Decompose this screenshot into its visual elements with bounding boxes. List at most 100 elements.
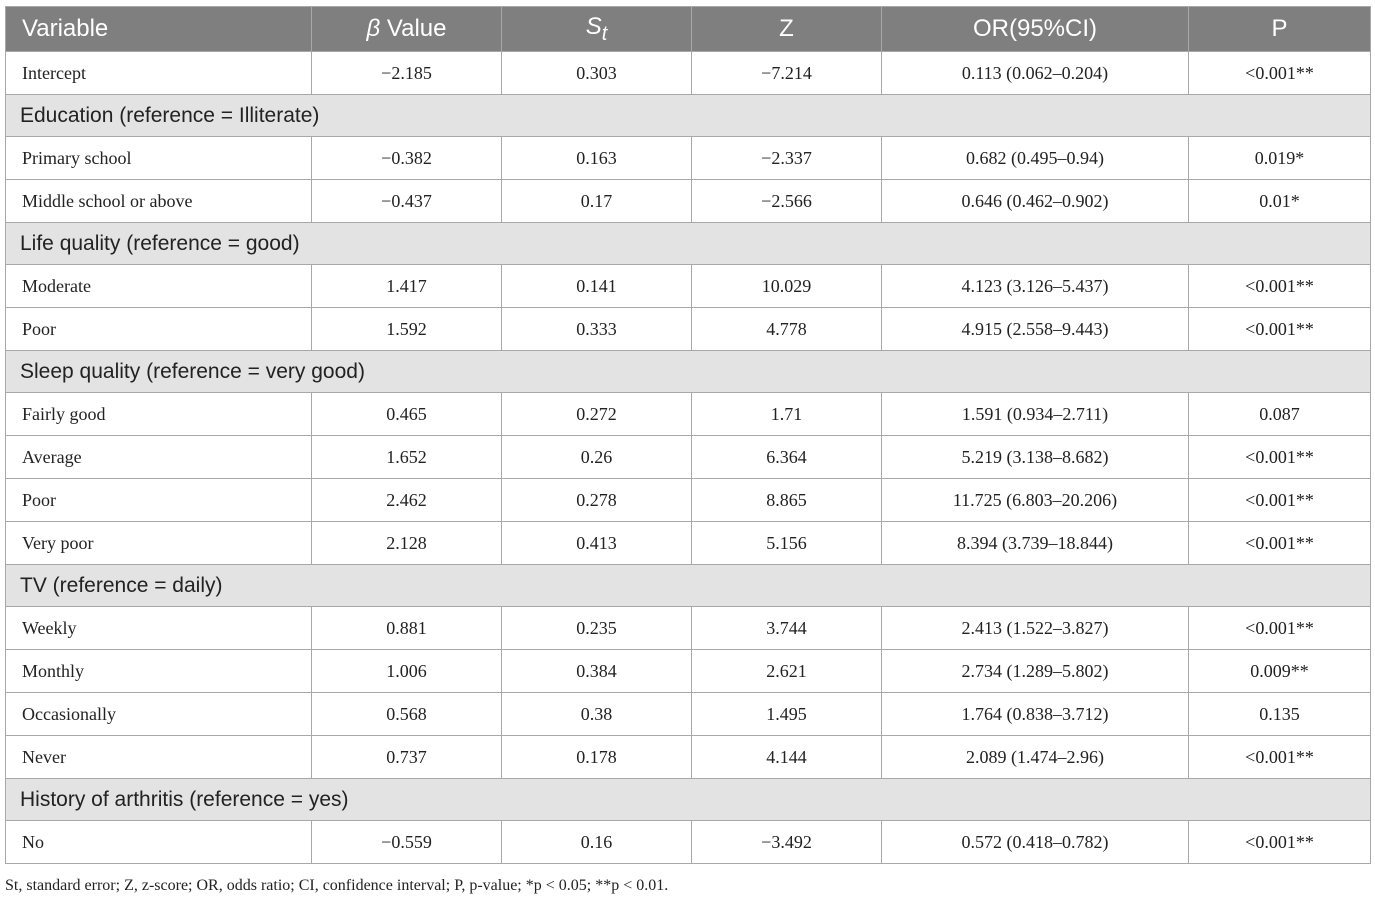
variable-cell: Monthly (5, 649, 312, 693)
p-cell: <0.001** (1188, 307, 1371, 351)
variable-cell: Poor (5, 307, 312, 351)
beta-cell: 0.465 (311, 392, 502, 436)
z-cell: 5.156 (691, 521, 882, 565)
z-cell: 10.029 (691, 264, 882, 308)
header-z: Z (691, 6, 882, 52)
variable-cell: Fairly good (5, 392, 312, 436)
z-cell: −2.566 (691, 179, 882, 223)
p-cell: 0.019* (1188, 136, 1371, 180)
table-row: Poor 2.462 0.278 8.865 11.725 (6.803–20.206)… (5, 478, 1371, 522)
table-row: Poor 1.592 0.333 4.778 4.915 (2.558–9.443) <0… (5, 307, 1371, 351)
z-cell: 1.495 (691, 692, 882, 736)
group-header-row: Sleep quality (reference = very good) (5, 350, 1371, 393)
or-ci-cell: 0.682 (0.495–0.94) (881, 136, 1189, 180)
group-label: TV (reference = daily) (5, 564, 1371, 607)
or-ci-cell: 5.219 (3.138–8.682) (881, 435, 1189, 479)
variable-cell: Very poor (5, 521, 312, 565)
table-row: Primary school −0.382 0.163 −2.337 0.682 (0.… (5, 136, 1371, 180)
group-header-row: Education (reference = Illiterate) (5, 94, 1371, 137)
beta-cell: −0.382 (311, 136, 502, 180)
table-header-row: Variable β Value St Z OR(95%CI) P (5, 6, 1371, 52)
table-row: Moderate 1.417 0.141 10.029 4.123 (3.126–5.4… (5, 264, 1371, 308)
or-ci-cell: 2.089 (1.474–2.96) (881, 735, 1189, 779)
beta-cell: 0.568 (311, 692, 502, 736)
variable-cell: Weekly (5, 606, 312, 650)
z-cell: −2.337 (691, 136, 882, 180)
group-label: Education (reference = Illiterate) (5, 94, 1371, 137)
table-row: Occasionally 0.568 0.38 1.495 1.764 (0.838–3… (5, 692, 1371, 736)
st-cell: 0.163 (501, 136, 692, 180)
st-cell: 0.333 (501, 307, 692, 351)
table-footnote: St, standard error; Z, z-score; OR, odds… (5, 877, 669, 894)
p-cell: <0.001** (1188, 264, 1371, 308)
beta-cell: −0.437 (311, 179, 502, 223)
variable-cell: Moderate (5, 264, 312, 308)
regression-table: Variable β Value St Z OR(95%CI) P Interc… (5, 6, 1371, 864)
p-cell: <0.001** (1188, 820, 1371, 864)
variable-cell: Intercept (5, 51, 312, 95)
z-cell: −3.492 (691, 820, 882, 864)
variable-cell: Middle school or above (5, 179, 312, 223)
z-cell: −7.214 (691, 51, 882, 95)
st-subscript: t (601, 22, 608, 45)
p-cell: <0.001** (1188, 606, 1371, 650)
table-row: Very poor 2.128 0.413 5.156 8.394 (3.739–18.… (5, 521, 1371, 565)
or-ci-cell: 2.734 (1.289–5.802) (881, 649, 1189, 693)
st-cell: 0.26 (501, 435, 692, 479)
beta-cell: 0.881 (311, 606, 502, 650)
st-cell: 0.278 (501, 478, 692, 522)
p-cell: <0.001** (1188, 735, 1371, 779)
p-cell: 0.01* (1188, 179, 1371, 223)
st-cell: 0.384 (501, 649, 692, 693)
st-cell: 0.413 (501, 521, 692, 565)
st-cell: 0.38 (501, 692, 692, 736)
z-cell: 4.144 (691, 735, 882, 779)
group-label: Life quality (reference = good) (5, 222, 1371, 265)
z-cell: 3.744 (691, 606, 882, 650)
header-st: St (501, 6, 692, 52)
or-ci-cell: 8.394 (3.739–18.844) (881, 521, 1189, 565)
variable-cell: Never (5, 735, 312, 779)
p-cell: 0.135 (1188, 692, 1371, 736)
or-ci-cell: 0.646 (0.462–0.902) (881, 179, 1189, 223)
group-header-row: Life quality (reference = good) (5, 222, 1371, 265)
table-row: No −0.559 0.16 −3.492 0.572 (0.418–0.782) <0.… (5, 820, 1371, 864)
header-p: P (1188, 6, 1371, 52)
or-ci-cell: 0.113 (0.062–0.204) (881, 51, 1189, 95)
st-cell: 0.178 (501, 735, 692, 779)
variable-cell: No (5, 820, 312, 864)
variable-cell: Occasionally (5, 692, 312, 736)
st-cell: 0.141 (501, 264, 692, 308)
variable-cell: Primary school (5, 136, 312, 180)
table-row: Weekly 0.881 0.235 3.744 2.413 (1.522–3.827)… (5, 606, 1371, 650)
table-row: Middle school or above −0.437 0.17 −2.566 0.… (5, 179, 1371, 223)
beta-cell: 1.592 (311, 307, 502, 351)
header-or-ci: OR(95%CI) (881, 6, 1189, 52)
table-row: Average 1.652 0.26 6.364 5.219 (3.138–8.682)… (5, 435, 1371, 479)
st-cell: 0.272 (501, 392, 692, 436)
or-ci-cell: 1.764 (0.838–3.712) (881, 692, 1189, 736)
or-ci-cell: 1.591 (0.934–2.711) (881, 392, 1189, 436)
group-header-row: History of arthritis (reference = yes) (5, 778, 1371, 821)
beta-cell: 1.652 (311, 435, 502, 479)
or-ci-cell: 4.123 (3.126–5.437) (881, 264, 1189, 308)
table-row: Monthly 1.006 0.384 2.621 2.734 (1.289–5.802… (5, 649, 1371, 693)
table-row: Intercept −2.185 0.303 −7.214 0.113 (0.062–0… (5, 51, 1371, 95)
group-header-row: TV (reference = daily) (5, 564, 1371, 607)
variable-cell: Poor (5, 478, 312, 522)
beta-cell: 2.462 (311, 478, 502, 522)
beta-cell: −2.185 (311, 51, 502, 95)
or-ci-cell: 2.413 (1.522–3.827) (881, 606, 1189, 650)
st-cell: 0.16 (501, 820, 692, 864)
or-ci-cell: 11.725 (6.803–20.206) (881, 478, 1189, 522)
z-cell: 6.364 (691, 435, 882, 479)
beta-symbol: β (366, 15, 381, 42)
variable-cell: Average (5, 435, 312, 479)
beta-label: Value (386, 15, 447, 42)
or-ci-cell: 4.915 (2.558–9.443) (881, 307, 1189, 351)
st-base: S (585, 12, 602, 40)
table-row: Fairly good 0.465 0.272 1.71 1.591 (0.934–2.… (5, 392, 1371, 436)
st-cell: 0.235 (501, 606, 692, 650)
p-cell: 0.087 (1188, 392, 1371, 436)
header-beta-value: β Value (311, 6, 502, 52)
